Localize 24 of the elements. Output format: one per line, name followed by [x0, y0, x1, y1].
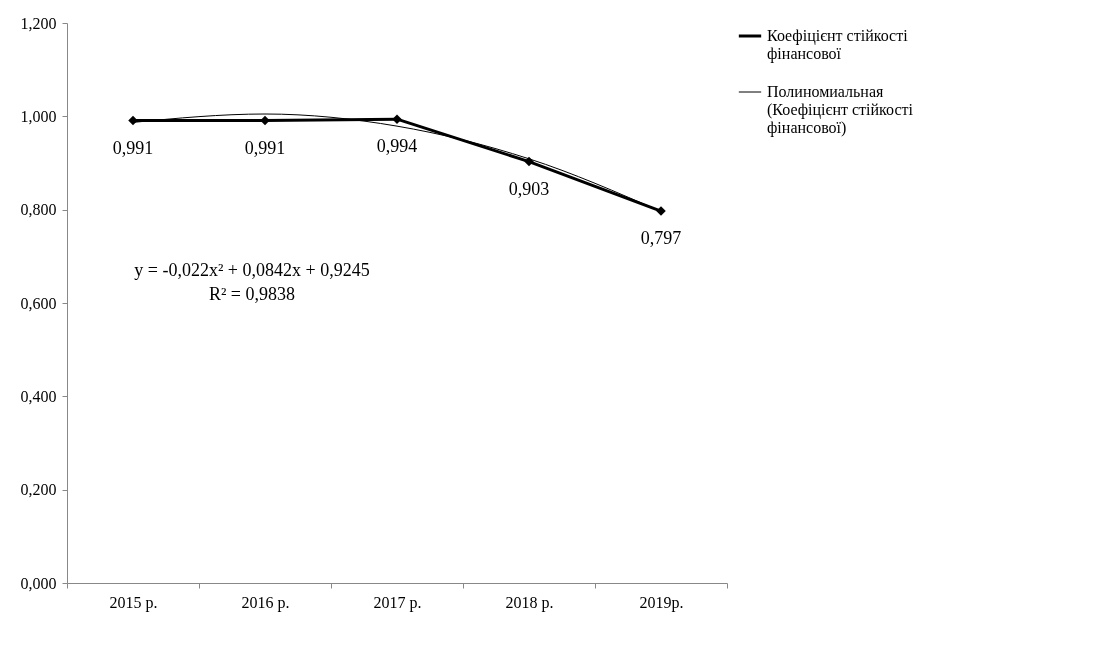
- x-tick-label: 2017 р.: [373, 593, 422, 612]
- data-label: 0,903: [508, 178, 550, 199]
- data-label: 0,991: [112, 137, 154, 158]
- annotation: R² = 0,9838: [208, 284, 296, 304]
- data-label: 0,991: [244, 137, 286, 158]
- point: [260, 115, 270, 126]
- legend-label: Коефіцієнт стійкості фінансової: [767, 27, 909, 63]
- x-tick-label: 2019р.: [639, 593, 684, 612]
- point: [524, 156, 534, 167]
- point: [128, 115, 138, 126]
- y-tick-label: 0,400: [20, 387, 57, 405]
- data-label: 0,797: [640, 228, 682, 249]
- y-tick-label: 1,200: [20, 14, 57, 32]
- y-tick-label: 0,800: [20, 201, 57, 219]
- y-tick-label: 0,000: [20, 574, 57, 592]
- x-tick-label: 2018 р.: [505, 593, 554, 612]
- y-tick-label: 0,200: [20, 481, 57, 499]
- x-tick-label: 2016 р.: [241, 593, 290, 612]
- x-tick-label: 2015 р.: [109, 593, 158, 612]
- y-tick-label: 1,000: [20, 107, 57, 125]
- annotation: y = -0,022x² + 0,0842x + 0,9245: [134, 260, 370, 280]
- data-label: 0,994: [376, 136, 418, 157]
- y-tick-label: 0,600: [20, 294, 57, 312]
- legend-label: Полиномиальная (Коефіцієнт стійкості фінансової): [767, 83, 914, 137]
